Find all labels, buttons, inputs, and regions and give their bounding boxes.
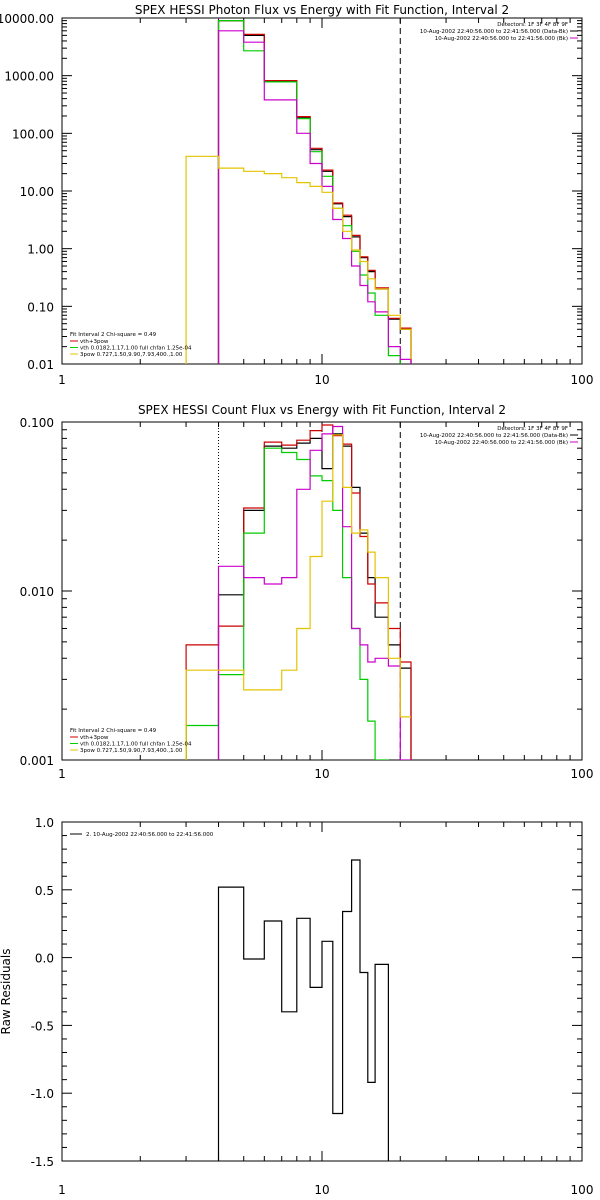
y-tick-label: 1.00 bbox=[27, 243, 54, 257]
info-text: 10-Aug-2002 22:40:56.000 to 22:41:56.000… bbox=[435, 36, 568, 42]
plot-frame bbox=[61, 421, 583, 761]
series-line bbox=[217, 433, 412, 760]
legend-label: vth 0.0182,1.17,1.00 full chfan 1.25e-04 bbox=[80, 346, 192, 352]
y-tick-label: 10000.00 bbox=[0, 12, 54, 26]
chart-title: SPEX HESSI Count Flux vs Energy with Fit… bbox=[138, 403, 506, 417]
y-tick-label: 1.0 bbox=[35, 816, 54, 830]
series-line bbox=[217, 859, 389, 1161]
y-axis-label: Raw Residuals bbox=[0, 949, 13, 1035]
x-tick-label: 10 bbox=[314, 1183, 329, 1197]
y-tick-label: -0.5 bbox=[31, 1019, 54, 1033]
photon-flux-chart: SPEX HESSI Photon Flux vs Energy with Fi… bbox=[0, 3, 594, 387]
series-line bbox=[185, 434, 411, 760]
x-tick-label: 1 bbox=[58, 1183, 66, 1197]
series-line bbox=[217, 20, 412, 364]
y-tick-label: 0.010 bbox=[20, 585, 54, 599]
y-tick-label: 100.00 bbox=[12, 127, 54, 141]
x-tick-label: 100 bbox=[571, 767, 594, 781]
legend-label: 2. 10-Aug-2002 22:40:56.000 to 22:41:56.… bbox=[86, 832, 214, 838]
plot-area bbox=[185, 422, 412, 760]
info-text: Detectors: 1F 3F 4F 8F 9F bbox=[497, 426, 568, 432]
legend-header: Fit Interval 2 Chi-square = 0.49 bbox=[70, 728, 157, 734]
x-tick-label: 1 bbox=[58, 767, 66, 781]
x-tick-label: 10 bbox=[314, 373, 329, 387]
x-tick-label: 10 bbox=[314, 767, 329, 781]
legend-label: 3pow 0.727,1.50,9.90,7.93,400.,1.00 bbox=[80, 748, 183, 754]
plot-area bbox=[217, 859, 389, 1161]
y-tick-label: 1000.00 bbox=[4, 70, 54, 84]
legend-label: vth+3pow bbox=[80, 339, 109, 345]
y-tick-label: 0.001 bbox=[20, 754, 54, 768]
series-line bbox=[185, 424, 412, 760]
y-tick-label: 0.100 bbox=[20, 416, 54, 430]
count-flux-chart: SPEX HESSI Count Flux vs Energy with Fit… bbox=[20, 403, 594, 781]
info-text: 10-Aug-2002 22:40:56.000 to 22:41:56.000… bbox=[435, 440, 568, 446]
legend-label: vth+3pow bbox=[80, 735, 109, 741]
series-line bbox=[185, 447, 389, 760]
legend-header: Fit Interval 2 Chi-square = 0.49 bbox=[70, 332, 157, 338]
y-tick-label: 10.00 bbox=[20, 185, 54, 199]
series-line bbox=[217, 425, 412, 760]
y-tick-label: 0.5 bbox=[35, 884, 54, 898]
series-line bbox=[185, 155, 412, 364]
series-line bbox=[217, 20, 412, 364]
plot-area bbox=[185, 18, 412, 364]
x-tick-label: 100 bbox=[571, 373, 594, 387]
info-text: 10-Aug-2002 22:40:56.000 to 22:41:56.000… bbox=[420, 433, 568, 439]
x-tick-label: 1 bbox=[58, 373, 66, 387]
y-tick-label: 0.01 bbox=[27, 358, 54, 372]
series-line bbox=[217, 20, 401, 364]
x-tick-label: 100 bbox=[571, 1183, 594, 1197]
chart-title: SPEX HESSI Photon Flux vs Energy with Fi… bbox=[135, 3, 509, 17]
plot-frame bbox=[61, 821, 583, 1162]
y-tick-label: 0.10 bbox=[27, 300, 54, 314]
info-text: Detectors: 1F 3F 4F 8F 9F bbox=[497, 22, 568, 28]
y-tick-label: 0.0 bbox=[35, 952, 54, 966]
legend-label: 3pow 0.727,1.50,9.90,7.93,400.,1.00 bbox=[80, 352, 183, 358]
legend-label: vth 0.0182,1.17,1.00 full chfan 1.25e-04 bbox=[80, 742, 192, 748]
info-text: 10-Aug-2002 22:40:56.000 to 22:41:56.000… bbox=[420, 29, 568, 35]
residuals-chart: Raw Residuals 1 10 100 -1.5 -1.0 -0.5 0.0 0.5 1.0… bbox=[0, 816, 594, 1197]
y-tick-label: -1.5 bbox=[31, 1155, 54, 1169]
y-tick-label: -1.0 bbox=[31, 1087, 54, 1101]
